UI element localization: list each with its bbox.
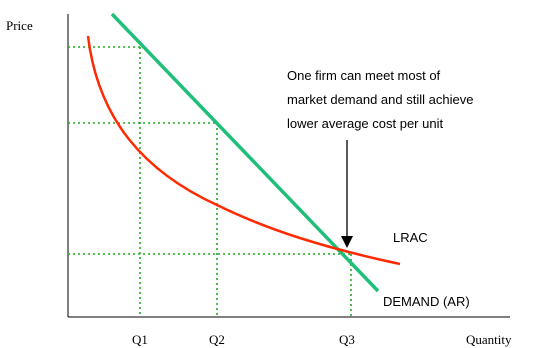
lrac-curve (86, 35, 401, 266)
annotation-line-1: One firm can meet most of (287, 68, 441, 83)
annotation-line-2: market demand and still achieve (287, 92, 473, 107)
guide-lines (68, 46, 352, 317)
price-axis-label: Price (6, 18, 33, 33)
demand-line (110, 12, 380, 293)
annotation-line-3: lower average cost per unit (287, 116, 443, 131)
tick-label-q3: Q3 (339, 332, 355, 347)
lrac-label: LRAC (393, 230, 428, 245)
quantity-axis-label: Quantity (466, 332, 512, 347)
annotation-arrow-head (341, 236, 353, 248)
tick-label-q2: Q2 (209, 332, 225, 347)
tick-label-q1: Q1 (132, 332, 148, 347)
demand-label: DEMAND (AR) (383, 294, 470, 309)
annotation-text: One firm can meet most of market demand … (287, 68, 473, 131)
